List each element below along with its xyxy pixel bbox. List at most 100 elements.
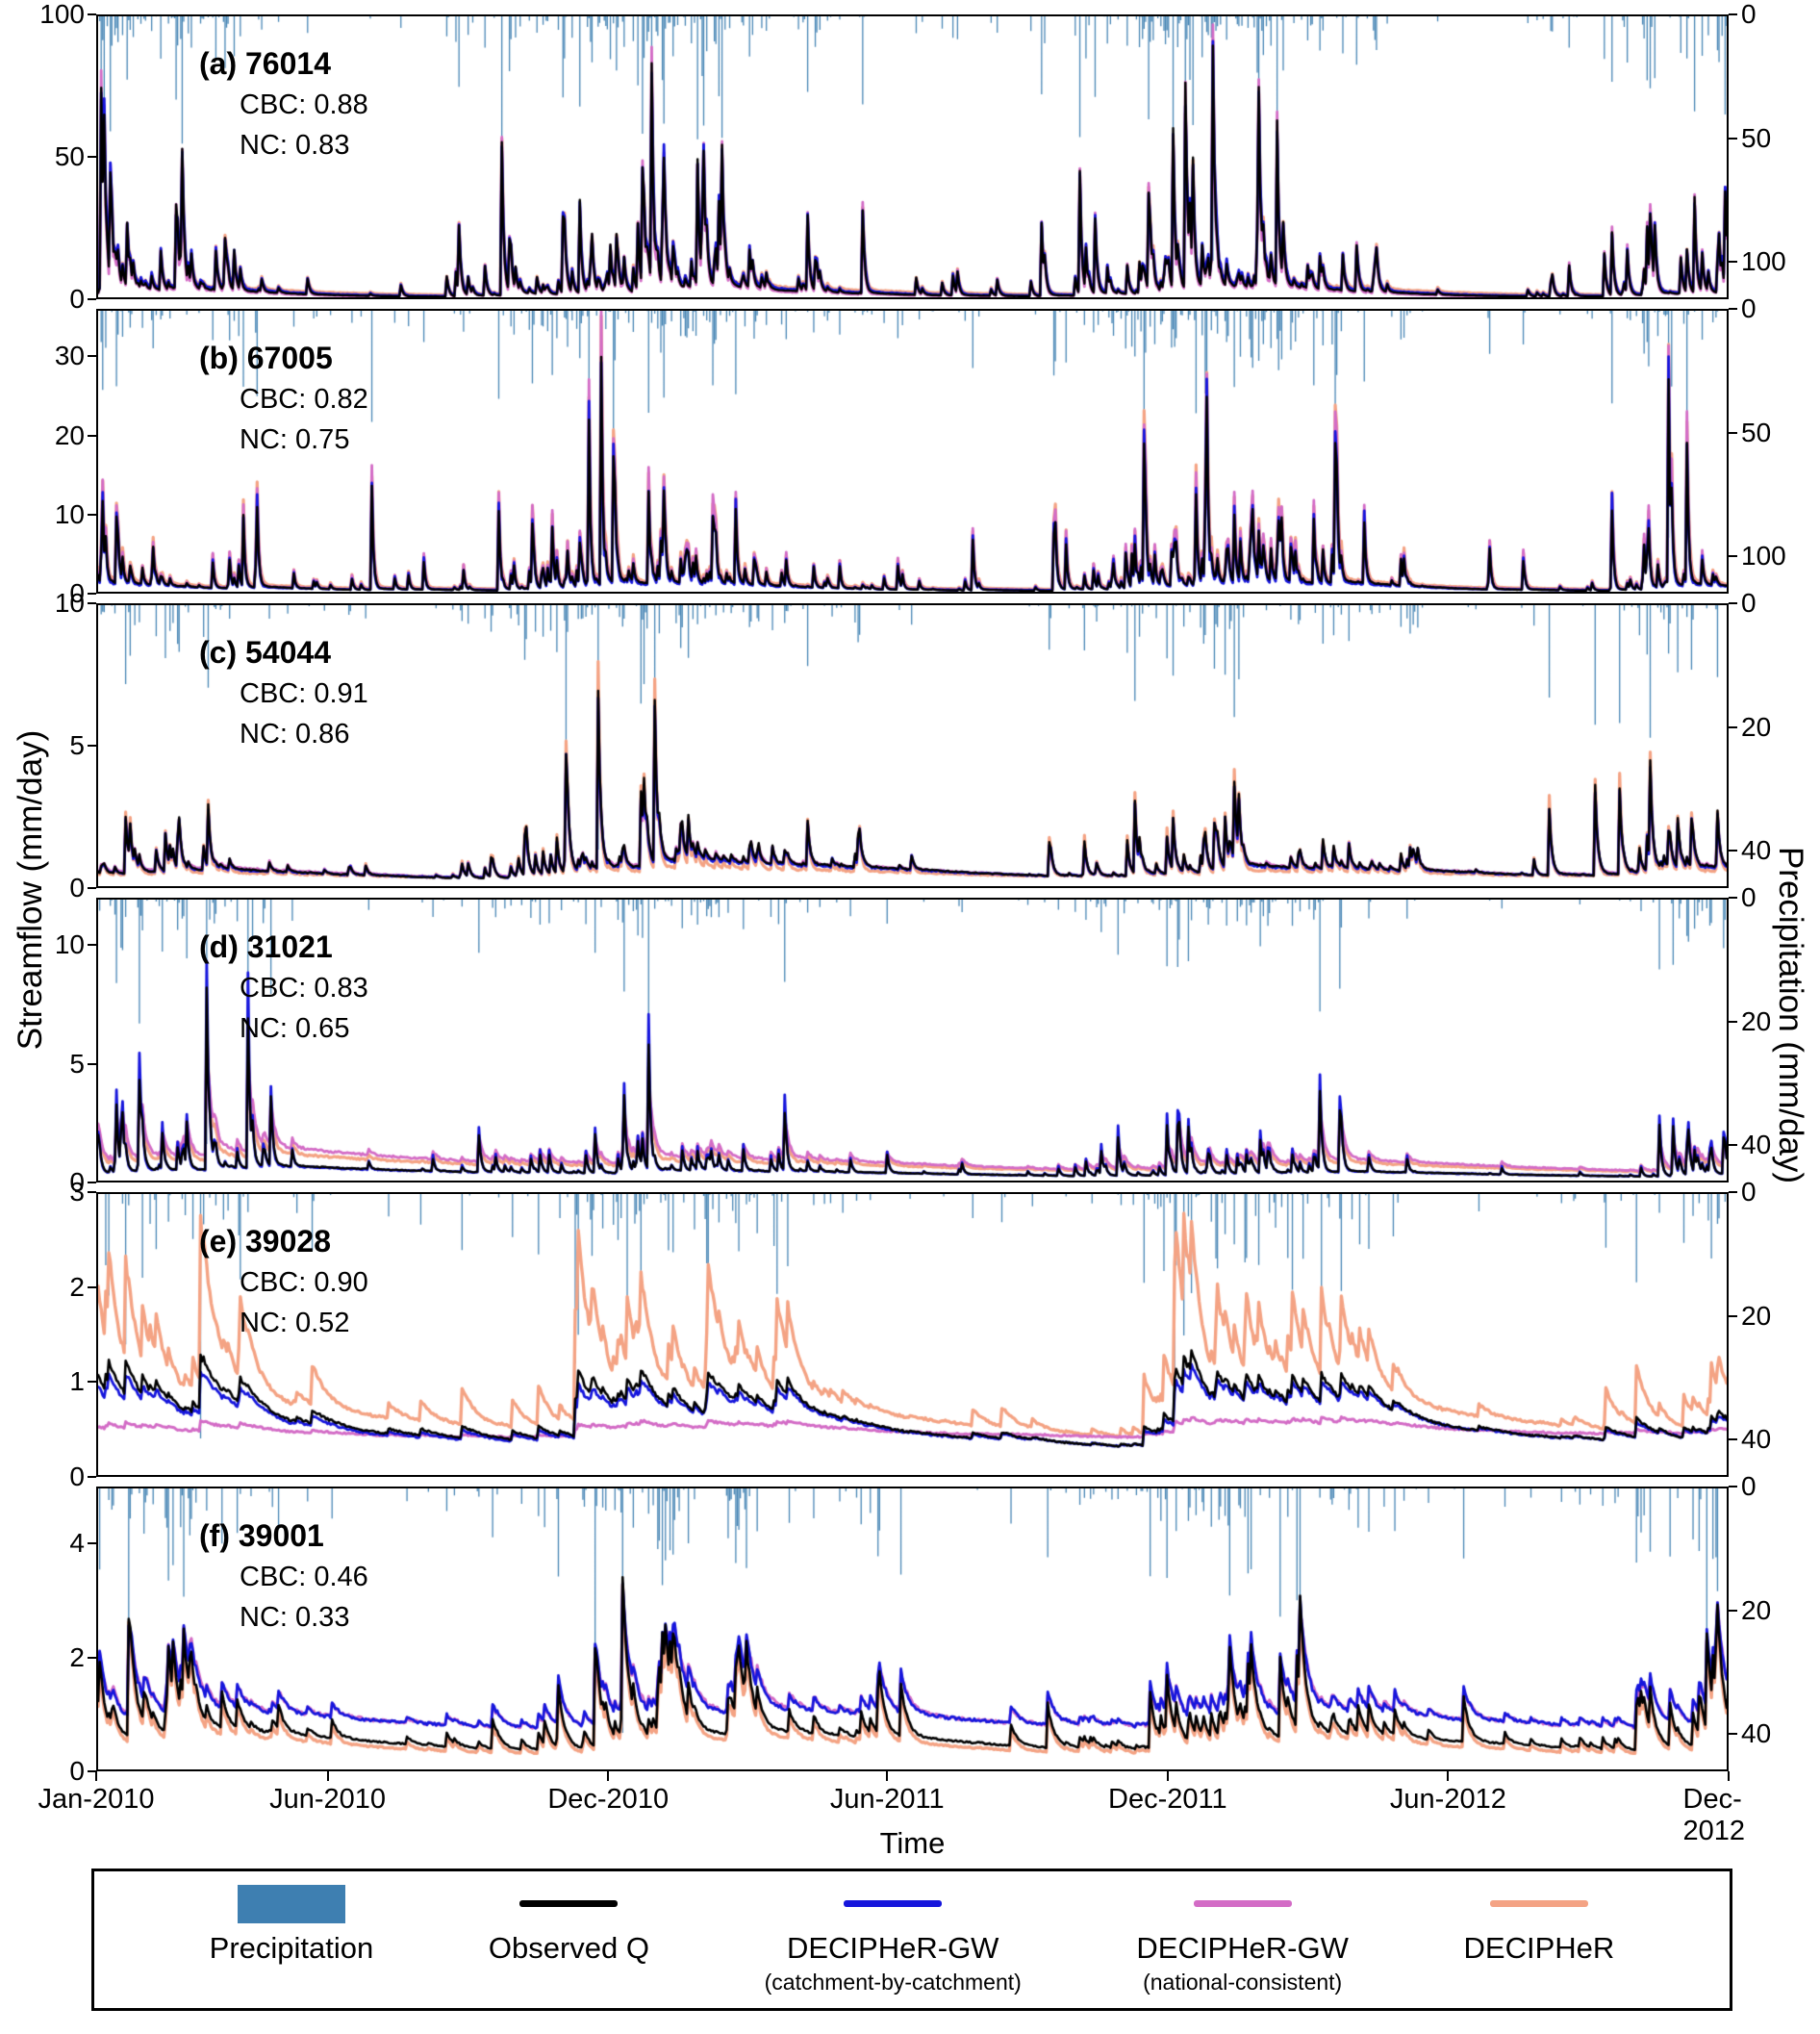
panel-a-76014: (a) 76014 CBC: 0.88 NC: 0.83 [96, 14, 1729, 299]
axis-tick-mark [88, 1285, 96, 1288]
streamflow-tick-label: 2 [69, 1641, 85, 1672]
streamflow-tick-label: 2 [69, 1271, 85, 1302]
decipher-gw-nc-line-swatch [1193, 1900, 1292, 1907]
streamflow-tick-label: 20 [54, 420, 85, 450]
axis-tick-mark [607, 1771, 610, 1781]
precip-tick-label: 40 [1741, 1718, 1772, 1749]
streamflow-tick-label: 0 [69, 873, 85, 903]
streamflow-tick-label: 1 [69, 1366, 85, 1397]
x-tick-label: Dec-2012 [1682, 1784, 1746, 1846]
axis-tick-mark [1729, 725, 1737, 728]
panel-f-title: (f) 39001 [199, 1518, 324, 1553]
panel-f-annotation: (f) 39001 CBC: 0.46 NC: 0.33 [199, 1517, 368, 1635]
axis-tick-mark [88, 593, 96, 595]
axis-tick-mark [1729, 555, 1737, 558]
axis-tick-mark [1729, 1733, 1737, 1736]
axis-tick-mark [88, 1062, 96, 1065]
legend: Precipitation Observed Q DECIPHeR-GW (ca… [91, 1869, 1732, 2011]
axis-tick-mark [1729, 431, 1737, 434]
axis-tick-mark [1729, 261, 1737, 264]
precip-tick-label: 0 [1741, 1471, 1757, 1501]
axis-tick-mark [1729, 897, 1737, 899]
axis-tick-mark [88, 887, 96, 889]
precip-tick-label: 20 [1741, 1300, 1772, 1331]
axis-tick-mark [886, 1771, 889, 1781]
precip-tick-label: 40 [1741, 1424, 1772, 1455]
legend-label-precipitation: Precipitation [209, 1931, 374, 1965]
legend-label-decipher-gw-cbc: DECIPHeR-GW [786, 1931, 999, 1965]
legend-item-decipher-gw-cbc: DECIPHeR-GW (catchment-by-catchment) [765, 1885, 1022, 1995]
precip-tick-label: 50 [1741, 417, 1772, 447]
panel-a-title: (a) 76014 [199, 46, 331, 81]
panel-c-title: (c) 54044 [199, 635, 331, 670]
legend-sublabel-decipher-gw-cbc: (catchment-by-catchment) [764, 1970, 1022, 1995]
axis-tick-mark [88, 1770, 96, 1772]
panel-b-plot-canvas [98, 311, 1727, 592]
streamflow-tick-label: 0 [69, 578, 85, 608]
streamflow-tick-label: 5 [69, 1048, 85, 1079]
axis-tick-mark [88, 513, 96, 516]
x-tick-label: Dec-2010 [547, 1784, 670, 1815]
axis-tick-mark [1729, 1438, 1737, 1441]
precip-tick-label: 20 [1741, 711, 1772, 742]
axis-tick-mark [1729, 1020, 1737, 1023]
precip-tick-label: 100 [1741, 246, 1786, 277]
panel-d-annotation: (d) 31021 CBC: 0.83 NC: 0.65 [199, 928, 368, 1046]
precip-tick-label: 0 [1741, 588, 1757, 618]
streamflow-tick-label: 0 [69, 1462, 85, 1491]
axis-tick-mark [1729, 602, 1737, 604]
precip-tick-label: 0 [1741, 293, 1757, 323]
precip-tick-label: 50 [1741, 122, 1772, 153]
streamflow-tick-label: 0 [69, 1756, 85, 1786]
axis-tick-mark [95, 1771, 97, 1781]
legend-item-precipitation: Precipitation [209, 1885, 374, 1995]
panel-b-cbc-score: CBC: 0.82 [240, 384, 368, 416]
x-axis-label: Time [879, 1826, 946, 1860]
axis-tick-mark [88, 1656, 96, 1659]
axis-tick-mark [88, 1476, 96, 1478]
axis-tick-mark [88, 745, 96, 747]
observed-q-line-swatch [519, 1900, 619, 1907]
panel-b-title: (b) 67005 [199, 341, 333, 375]
panel-e-cbc-score: CBC: 0.90 [240, 1267, 368, 1299]
axis-tick-mark [88, 434, 96, 437]
panel-d-plot-canvas [98, 900, 1727, 1181]
precip-tick-label: 20 [1741, 1005, 1772, 1036]
precip-tick-label: 40 [1741, 835, 1772, 866]
y-axis-label-precipitation: Precipitation (mm/day) [1772, 846, 1809, 1184]
axis-tick-mark [88, 1542, 96, 1545]
legend-label-decipher-gw-nc: DECIPHeR-GW [1136, 1931, 1349, 1965]
panel-a-cbc-score: CBC: 0.88 [240, 89, 368, 121]
panel-e-title: (e) 39028 [199, 1224, 331, 1259]
axis-tick-mark [1447, 1771, 1450, 1781]
panel-c-cbc-score: CBC: 0.91 [240, 678, 368, 710]
axis-tick-mark [88, 944, 96, 947]
streamflow-tick-label: 50 [54, 141, 85, 171]
axis-tick-mark [88, 1182, 96, 1183]
axis-tick-mark [1729, 850, 1737, 852]
axis-tick-mark [1729, 308, 1737, 310]
axis-tick-mark [1729, 137, 1737, 140]
precip-tick-label: 20 [1741, 1594, 1772, 1625]
axis-tick-mark [1728, 1771, 1730, 1781]
panel-c-annotation: (c) 54044 CBC: 0.91 NC: 0.86 [199, 634, 368, 751]
streamflow-tick-label: 4 [69, 1528, 85, 1559]
panel-d-31021: (d) 31021 CBC: 0.83 NC: 0.65 [96, 898, 1729, 1182]
precip-tick-label: 100 [1741, 541, 1786, 572]
axis-tick-mark [1729, 1609, 1737, 1612]
streamflow-tick-label: 3 [69, 1177, 85, 1207]
legend-item-observed-q: Observed Q [489, 1885, 649, 1995]
panel-b-67005: (b) 67005 CBC: 0.82 NC: 0.75 [96, 309, 1729, 594]
legend-label-decipher: DECIPHeR [1463, 1931, 1615, 1965]
x-tick-label: Dec-2011 [1108, 1784, 1227, 1815]
panel-a-plot-canvas [98, 16, 1727, 297]
axis-tick-mark [1729, 1144, 1737, 1147]
legend-item-decipher: DECIPHeR [1463, 1885, 1615, 1995]
panel-d-nc-score: NC: 0.65 [240, 1013, 350, 1045]
streamflow-tick-label: 0 [69, 1167, 85, 1197]
axis-tick-mark [88, 298, 96, 300]
x-tick-label: Jun-2010 [269, 1784, 387, 1815]
streamflow-tick-label: 10 [54, 929, 85, 960]
axis-tick-mark [88, 1191, 96, 1193]
streamflow-tick-label: 100 [39, 0, 85, 29]
